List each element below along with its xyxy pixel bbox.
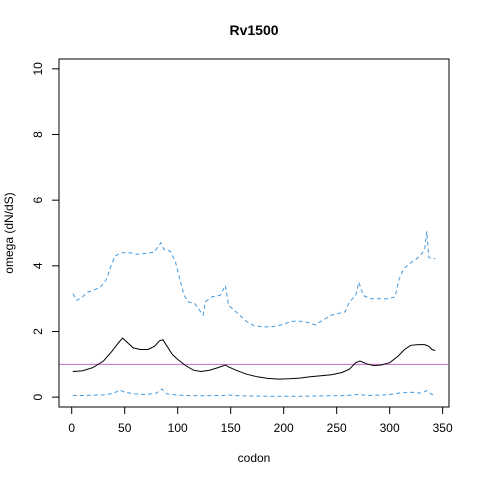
y-tick-label: 2 bbox=[31, 328, 45, 335]
chart-title: Rv1500 bbox=[229, 22, 278, 38]
y-tick-label: 6 bbox=[31, 197, 45, 204]
x-tick-label: 50 bbox=[118, 421, 132, 435]
y-tick-label: 8 bbox=[31, 131, 45, 138]
y-tick-label: 10 bbox=[31, 62, 45, 76]
y-tick-label: 4 bbox=[31, 262, 45, 269]
y-axis: 0 2 4 6 8 10 bbox=[31, 62, 60, 400]
x-tick-label: 100 bbox=[168, 421, 188, 435]
series-layer bbox=[72, 231, 436, 397]
x-axis: 0 50 100 150 200 250 300 350 bbox=[68, 406, 453, 435]
x-tick-label: 250 bbox=[327, 421, 347, 435]
omega-series-line bbox=[72, 337, 436, 380]
x-tick-label: 300 bbox=[380, 421, 400, 435]
x-tick-label: 350 bbox=[433, 421, 453, 435]
x-tick-label: 150 bbox=[221, 421, 241, 435]
upper-bound-series-line bbox=[72, 231, 436, 328]
x-tick-label: 200 bbox=[274, 421, 294, 435]
plot-frame bbox=[58, 58, 450, 408]
lower-bound-series-line bbox=[72, 388, 436, 397]
x-axis-label: codon bbox=[238, 451, 271, 465]
y-axis-label: omega (dN/dS) bbox=[2, 192, 16, 273]
x-tick-label: 0 bbox=[68, 421, 75, 435]
y-tick-label: 0 bbox=[31, 393, 45, 400]
